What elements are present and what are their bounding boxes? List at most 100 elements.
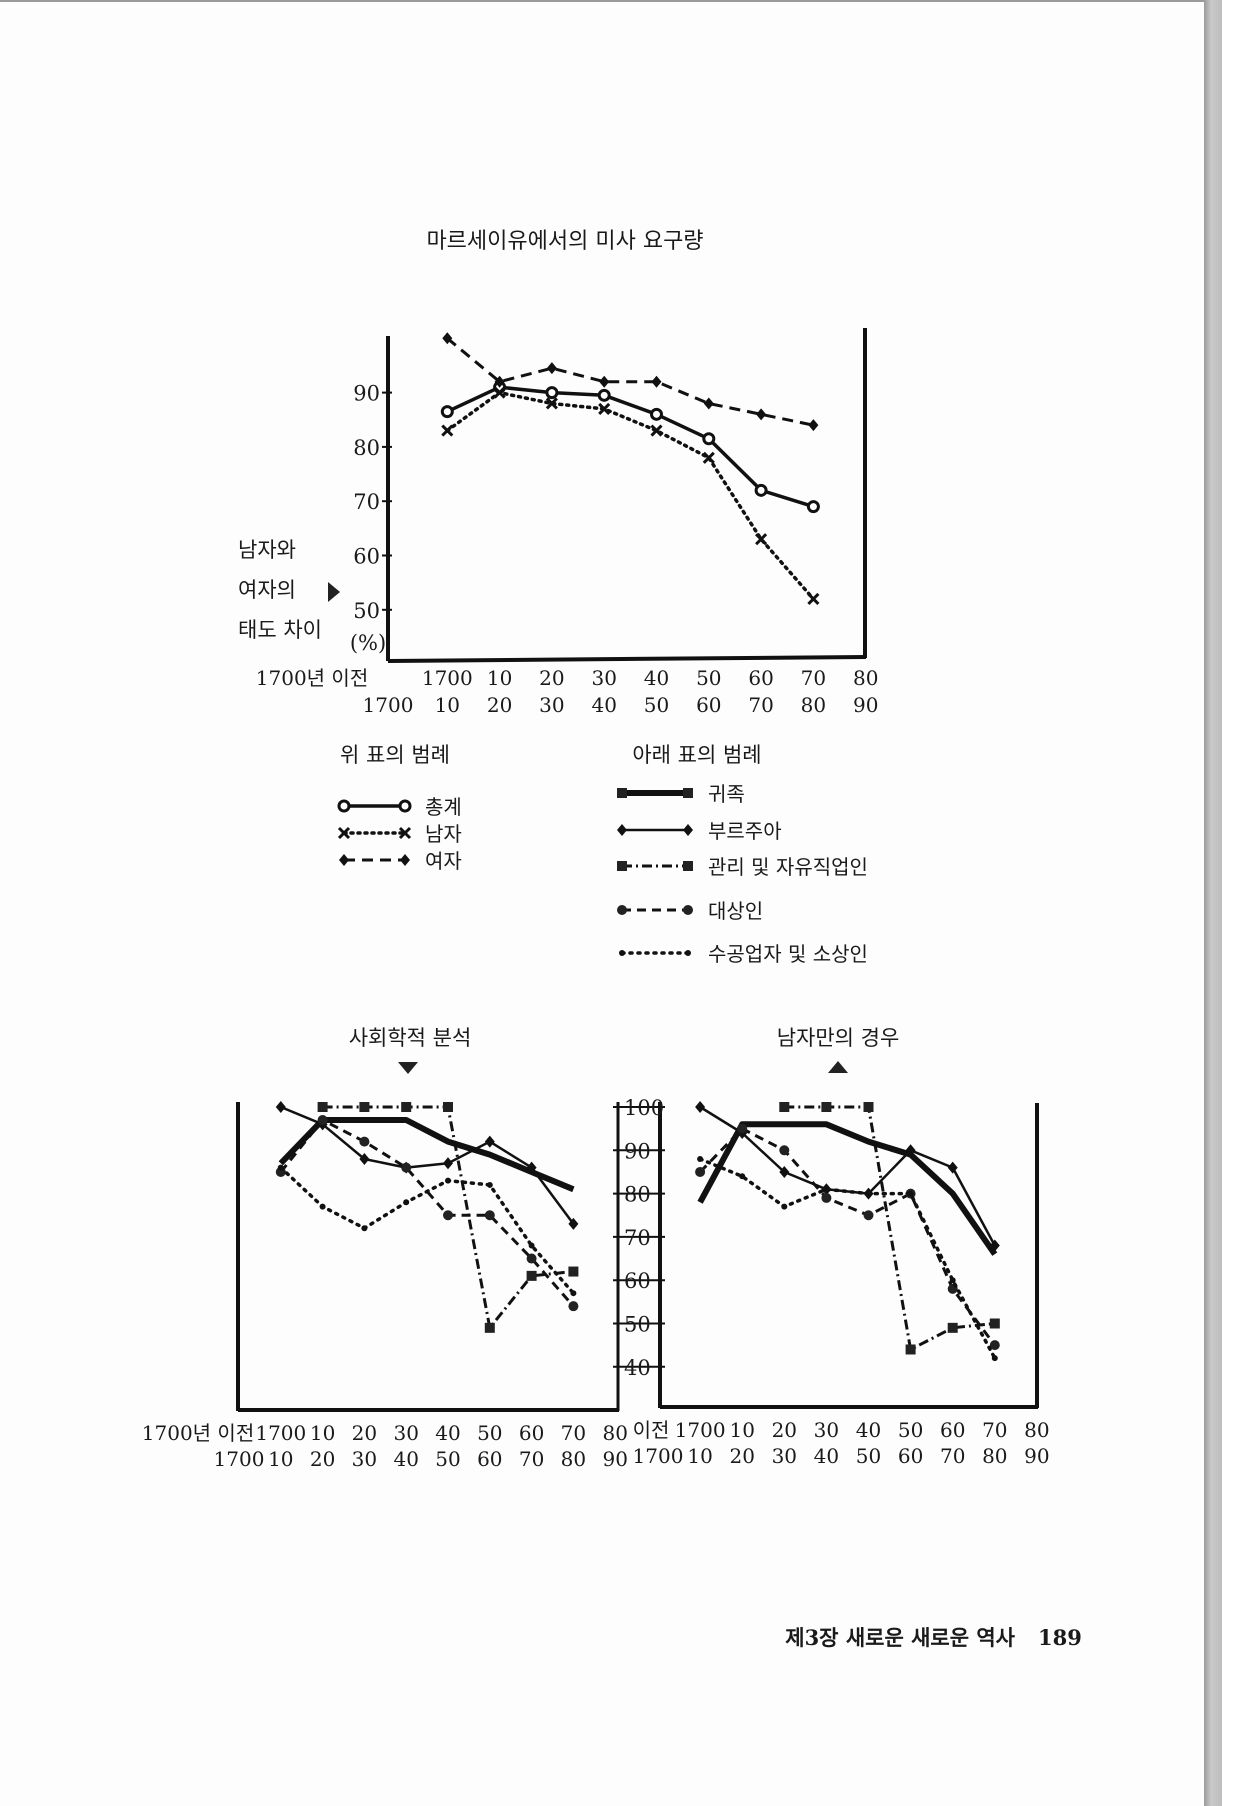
data-point bbox=[806, 500, 820, 514]
x-tick-label-bottom: 80 bbox=[982, 1444, 1007, 1468]
y-tick-label: 70 bbox=[353, 490, 380, 514]
legend-item-label: 대상인 bbox=[708, 899, 763, 923]
data-point bbox=[808, 419, 819, 432]
x-tick-label-top: 20 bbox=[352, 1421, 377, 1445]
x-tick-label-top: 30 bbox=[814, 1418, 839, 1442]
legend-item-label: 총계 bbox=[425, 795, 462, 819]
page-edge bbox=[1204, 0, 1222, 1806]
x-tick-label-bottom: 10 bbox=[687, 1444, 712, 1468]
legend-item-label: 수공업자 및 소상인 bbox=[708, 942, 868, 966]
men-chart-axes bbox=[658, 1102, 1039, 1409]
x-tick-label-bottom: 1700 bbox=[363, 693, 414, 717]
x-tick-label-bottom: 30 bbox=[352, 1447, 377, 1471]
running-head: 제3장 새로운 새로운 역사 bbox=[785, 1625, 1015, 1650]
x-tick-label-bottom: 40 bbox=[591, 693, 616, 717]
legend-marker bbox=[683, 861, 693, 871]
legend-marker bbox=[685, 950, 691, 956]
x-tick-label-top: 30 bbox=[591, 666, 616, 690]
x-tick-label-top: 80 bbox=[602, 1421, 627, 1445]
y-tick-label: 60 bbox=[353, 545, 380, 569]
y-axis-label: 남자와 bbox=[238, 538, 296, 562]
x-tick-label-top: 10 bbox=[487, 666, 512, 690]
data-point bbox=[989, 1340, 1000, 1351]
data-point bbox=[823, 1186, 830, 1193]
data-point bbox=[865, 1190, 872, 1197]
data-point bbox=[359, 1102, 370, 1112]
chart-0 bbox=[382, 332, 820, 611]
y-tick-label: 90 bbox=[624, 1139, 651, 1163]
data-point bbox=[493, 386, 506, 399]
data-point bbox=[863, 1102, 874, 1112]
data-point bbox=[695, 1101, 706, 1113]
data-point bbox=[546, 362, 557, 375]
x-tick-label-top: 1700 bbox=[255, 1421, 306, 1445]
data-point bbox=[702, 432, 716, 446]
x-tick-label-bottom: 20 bbox=[487, 693, 512, 717]
series-귀족 bbox=[278, 1117, 575, 1193]
x-tick-label-top: 60 bbox=[519, 1421, 544, 1445]
series-관리 및 자유직업인 bbox=[779, 1102, 1000, 1355]
x-tick-label-top: 80 bbox=[1024, 1418, 1049, 1442]
data-point bbox=[650, 424, 663, 437]
data-point bbox=[359, 1152, 370, 1165]
data-point bbox=[568, 1301, 579, 1312]
data-point bbox=[597, 388, 611, 402]
data-point bbox=[443, 1210, 453, 1221]
series-관리 및 자유직업인 bbox=[317, 1102, 579, 1333]
legend-item-label: 귀족 bbox=[708, 782, 745, 806]
data-point bbox=[702, 451, 715, 464]
data-point bbox=[703, 397, 714, 410]
data-point bbox=[947, 1161, 958, 1174]
social-chart-axes bbox=[236, 1102, 620, 1412]
data-point bbox=[403, 1199, 410, 1206]
pointer-down-triangle-icon bbox=[398, 1062, 418, 1074]
x-tick-label-bottom: 30 bbox=[539, 693, 564, 717]
data-point bbox=[599, 375, 610, 388]
data-point bbox=[443, 1102, 453, 1112]
chart-title: 남자만의 경우 bbox=[777, 1026, 900, 1050]
legend-marker bbox=[398, 799, 412, 813]
data-point bbox=[319, 1203, 326, 1210]
data-point bbox=[779, 1145, 790, 1156]
data-point bbox=[991, 1355, 998, 1362]
x-tick-label-top: 20 bbox=[539, 666, 564, 690]
series-여자 bbox=[442, 332, 819, 432]
data-point bbox=[486, 1181, 493, 1188]
data-point bbox=[484, 1322, 495, 1333]
series-line bbox=[279, 1165, 576, 1295]
legend-marker bbox=[683, 905, 693, 915]
x-tick-label-top: 40 bbox=[644, 666, 669, 690]
data-point bbox=[401, 1162, 412, 1173]
pointer-right-triangle-icon bbox=[328, 582, 340, 602]
data-point bbox=[821, 1102, 832, 1112]
data-point bbox=[568, 1217, 579, 1230]
data-point bbox=[570, 1290, 577, 1297]
data-point bbox=[317, 1114, 328, 1125]
series-line bbox=[699, 1127, 997, 1347]
data-point bbox=[526, 1270, 537, 1281]
y-axis-label: 여자의 bbox=[238, 578, 296, 602]
legend-marker bbox=[683, 788, 693, 798]
data-point bbox=[755, 533, 768, 546]
x-tick-label-top: 50 bbox=[696, 666, 721, 690]
series-남자 bbox=[441, 386, 820, 606]
data-point bbox=[445, 1177, 451, 1184]
data-point bbox=[907, 1190, 914, 1197]
legend-marker bbox=[337, 799, 351, 813]
x-tick-label-top: 1700 bbox=[422, 666, 473, 690]
x-tick-label-bottom: 70 bbox=[519, 1447, 544, 1471]
x-tick-label-bottom: 10 bbox=[268, 1447, 293, 1471]
x-tick-label-bottom: 50 bbox=[644, 693, 669, 717]
x-tick-label-top: 40 bbox=[435, 1421, 460, 1445]
series-귀족 bbox=[697, 1121, 998, 1256]
data-point bbox=[526, 1161, 537, 1174]
data-point bbox=[695, 1166, 706, 1177]
x-tick-label-bottom: 90 bbox=[1024, 1444, 1049, 1468]
data-point bbox=[440, 405, 454, 419]
legend-marker bbox=[683, 824, 693, 836]
chart-title: 마르세이유에서의 미사 요구량 bbox=[426, 229, 703, 254]
x-tick-label-bottom: 20 bbox=[729, 1444, 754, 1468]
legend-marker bbox=[617, 861, 627, 871]
x-tick-label-bottom: 30 bbox=[772, 1444, 797, 1468]
x-tick-label-bottom: 50 bbox=[435, 1447, 460, 1471]
